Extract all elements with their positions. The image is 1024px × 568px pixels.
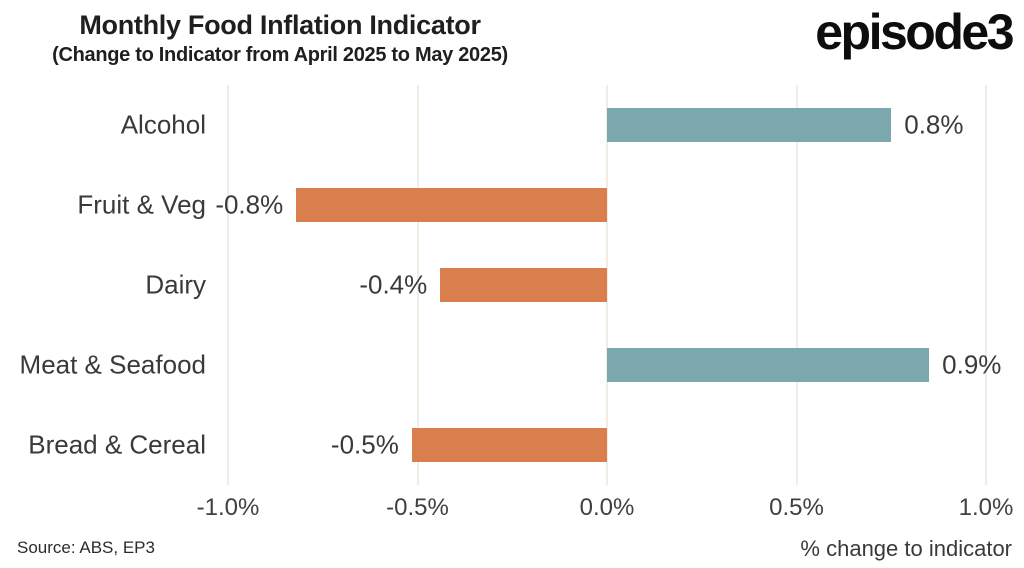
bar xyxy=(440,268,607,302)
category-label: Bread & Cereal xyxy=(28,429,206,460)
bar xyxy=(296,188,607,222)
bar xyxy=(411,428,607,462)
x-tick-label: 0.5% xyxy=(769,494,824,521)
x-tick-label: -0.5% xyxy=(386,494,449,521)
category-label: Dairy xyxy=(145,269,206,300)
category-label: Fruit & Veg xyxy=(77,189,206,220)
x-axis-label: % change to indicator xyxy=(800,536,1012,561)
chart-title: Monthly Food Inflation Indicator xyxy=(79,10,481,40)
gridline xyxy=(416,85,419,485)
value-label: -0.5% xyxy=(330,429,399,460)
gridline xyxy=(985,85,987,485)
gridline xyxy=(227,85,229,485)
bar xyxy=(607,348,930,382)
value-label: 0.9% xyxy=(942,349,1002,380)
value-label: 0.8% xyxy=(904,109,964,140)
gridline xyxy=(795,85,798,485)
title-block: Monthly Food Inflation Indicator (Change… xyxy=(0,10,560,67)
chart-subtitle: (Change to Indicator from April 2025 to … xyxy=(52,44,508,67)
category-label: Alcohol xyxy=(120,109,206,140)
bar xyxy=(607,108,892,142)
gridline xyxy=(606,85,608,485)
episode3-logo: episode3 xyxy=(815,4,1014,60)
source-note: Source: ABS, EP3 xyxy=(17,538,155,557)
x-tick-label: 1.0% xyxy=(958,494,1014,521)
value-label: -0.8% xyxy=(215,189,284,220)
x-tick-label: 0.0% xyxy=(579,494,635,521)
category-label: Meat & Seafood xyxy=(19,349,206,380)
value-label: -0.4% xyxy=(359,269,428,300)
x-tick-label: -1.0% xyxy=(196,494,260,521)
